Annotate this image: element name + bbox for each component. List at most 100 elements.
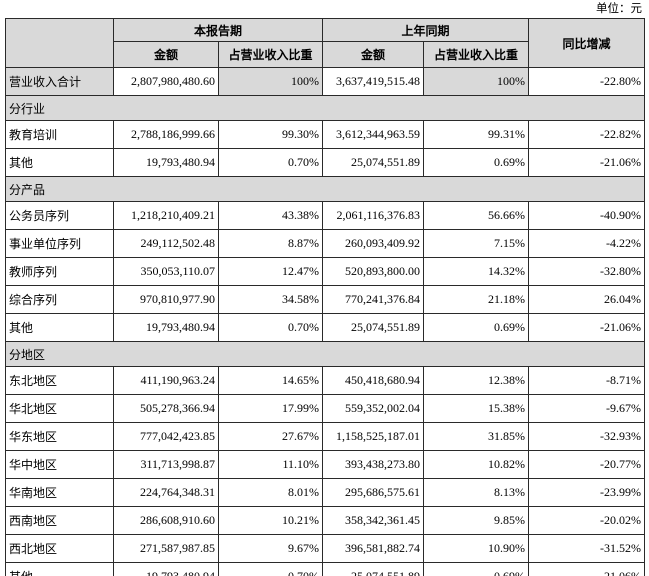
yoy-cell: -4.22% (528, 229, 646, 258)
row-label: 其他 (5, 562, 114, 576)
prior-amount-cell: 2,061,116,376.83 (322, 201, 425, 230)
current-pct-cell: 14.65% (217, 366, 324, 395)
row-label: 东北地区 (5, 366, 114, 395)
row-label: 其他 (5, 313, 114, 342)
table-row: 华北地区 505,278,366.94 17.99% 559,352,002.0… (5, 394, 646, 423)
table-row: 其他 19,793,480.94 0.70% 25,074,551.89 0.6… (5, 562, 646, 576)
yoy-cell: -31.52% (528, 534, 646, 563)
yoy-cell: -20.02% (528, 506, 646, 535)
current-amount-cell: 19,793,480.94 (113, 313, 219, 342)
prior-amount-cell: 3,637,419,515.48 (322, 67, 425, 96)
prior-amount-cell: 450,418,680.94 (322, 366, 425, 395)
prior-pct-cell: 10.82% (423, 450, 530, 479)
prior-pct-cell: 56.66% (423, 201, 530, 230)
yoy-cell: -22.82% (528, 120, 646, 149)
current-pct-cell: 0.70% (217, 148, 324, 177)
prior-pct-cell: 0.69% (423, 313, 530, 342)
table-row: 教育培训 2,788,186,999.66 99.30% 3,612,344,9… (5, 120, 646, 149)
header-empty-cell (5, 18, 114, 68)
prior-pct-cell: 15.38% (423, 394, 530, 423)
prior-amount-cell: 25,074,551.89 (322, 148, 425, 177)
header-prior-pct: 占营业收入比重 (423, 41, 530, 68)
section-label: 分产品 (4, 176, 646, 202)
table-row: 教师序列 350,053,110.07 12.47% 520,893,800.0… (5, 257, 646, 286)
current-amount-cell: 19,793,480.94 (113, 562, 219, 576)
yoy-cell: -40.90% (528, 201, 646, 230)
current-pct-cell: 8.87% (217, 229, 324, 258)
header-row-measures: 金额 占营业收入比重 金额 占营业收入比重 (6, 41, 645, 68)
row-label: 营业收入合计 (5, 67, 114, 96)
section-row-region: 分地区 (4, 341, 646, 367)
current-pct-cell: 100% (217, 67, 324, 96)
row-label: 公务员序列 (5, 201, 114, 230)
current-pct-cell: 34.58% (217, 285, 324, 314)
row-label: 其他 (5, 148, 114, 177)
current-pct-cell: 0.70% (217, 562, 324, 576)
row-label: 华东地区 (5, 422, 114, 451)
section-row-product: 分产品 (4, 176, 646, 202)
current-pct-cell: 8.01% (217, 478, 324, 507)
prior-amount-cell: 520,893,800.00 (322, 257, 425, 286)
prior-pct-cell: 99.31% (423, 120, 530, 149)
prior-pct-cell: 10.90% (423, 534, 530, 563)
table-row: 华东地区 777,042,423.85 27.67% 1,158,525,187… (5, 422, 646, 451)
current-amount-cell: 350,053,110.07 (113, 257, 219, 286)
table-row: 公务员序列 1,218,210,409.21 43.38% 2,061,116,… (5, 201, 646, 230)
table-row-total: 营业收入合计 2,807,980,480.60 100% 3,637,419,5… (5, 67, 646, 96)
current-amount-cell: 411,190,963.24 (113, 366, 219, 395)
row-label: 教师序列 (5, 257, 114, 286)
prior-pct-cell: 0.69% (423, 562, 530, 576)
prior-pct-cell: 14.32% (423, 257, 530, 286)
prior-amount-cell: 770,241,376.84 (322, 285, 425, 314)
header-current-amount: 金额 (113, 41, 219, 68)
table-row: 综合序列 970,810,977.90 34.58% 770,241,376.8… (5, 285, 646, 314)
prior-pct-cell: 100% (423, 67, 530, 96)
current-amount-cell: 224,764,348.31 (113, 478, 219, 507)
prior-amount-cell: 393,438,273.80 (322, 450, 425, 479)
current-pct-cell: 11.10% (217, 450, 324, 479)
section-label: 分行业 (4, 95, 646, 121)
row-label: 华中地区 (5, 450, 114, 479)
header-row-periods: 本报告期 上年同期 同比增减 (5, 18, 646, 68)
row-label: 教育培训 (5, 120, 114, 149)
header-prior-amount: 金额 (322, 41, 425, 68)
current-amount-cell: 311,713,998.87 (113, 450, 219, 479)
table-row: 西北地区 271,587,987.85 9.67% 396,581,882.74… (5, 534, 646, 563)
header-current-period: 本报告期 (112, 18, 324, 42)
header-current-pct: 占营业收入比重 (217, 41, 324, 68)
current-amount-cell: 286,608,910.60 (113, 506, 219, 535)
prior-amount-cell: 25,074,551.89 (322, 313, 425, 342)
current-pct-cell: 12.47% (217, 257, 324, 286)
prior-pct-cell: 21.18% (423, 285, 530, 314)
yoy-cell: -23.99% (528, 478, 646, 507)
prior-pct-cell: 8.13% (423, 478, 530, 507)
prior-pct-cell: 9.85% (423, 506, 530, 535)
prior-amount-cell: 358,342,361.45 (322, 506, 425, 535)
yoy-cell: -22.80% (528, 67, 646, 96)
row-label: 华北地区 (5, 394, 114, 423)
table-row: 东北地区 411,190,963.24 14.65% 450,418,680.9… (5, 366, 646, 395)
current-amount-cell: 777,042,423.85 (113, 422, 219, 451)
prior-amount-cell: 295,686,575.61 (322, 478, 425, 507)
prior-amount-cell: 260,093,409.92 (322, 229, 425, 258)
current-pct-cell: 10.21% (217, 506, 324, 535)
current-pct-cell: 17.99% (217, 394, 324, 423)
yoy-cell: -21.06% (528, 562, 646, 576)
current-amount-cell: 1,218,210,409.21 (113, 201, 219, 230)
yoy-cell: 26.04% (528, 285, 646, 314)
table-row: 事业单位序列 249,112,502.48 8.87% 260,093,409.… (5, 229, 646, 258)
table-row: 华南地区 224,764,348.31 8.01% 295,686,575.61… (5, 478, 646, 507)
prior-pct-cell: 31.85% (423, 422, 530, 451)
current-amount-cell: 249,112,502.48 (113, 229, 219, 258)
prior-amount-cell: 396,581,882.74 (322, 534, 425, 563)
current-pct-cell: 43.38% (217, 201, 324, 230)
table-row: 其他 19,793,480.94 0.70% 25,074,551.89 0.6… (5, 313, 646, 342)
header-prior-period: 上年同期 (322, 18, 530, 42)
yoy-cell: -32.93% (528, 422, 646, 451)
prior-amount-cell: 559,352,002.04 (322, 394, 425, 423)
current-amount-cell: 505,278,366.94 (113, 394, 219, 423)
table-row: 华中地区 311,713,998.87 11.10% 393,438,273.8… (5, 450, 646, 479)
section-label: 分地区 (4, 341, 646, 367)
yoy-cell: -20.77% (528, 450, 646, 479)
